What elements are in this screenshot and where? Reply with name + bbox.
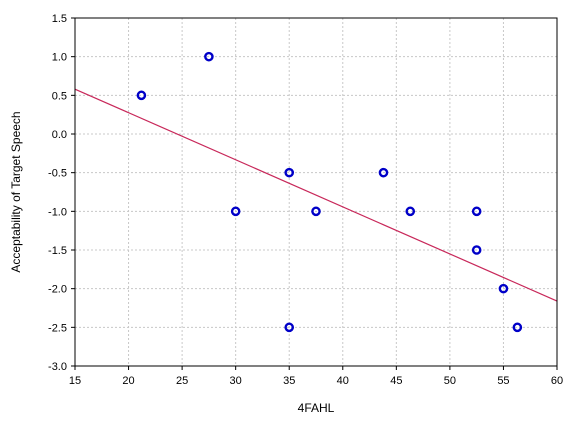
y-axis-title: Acceptability of Target Speech	[9, 111, 23, 272]
axes-layer: 15 20 25 30 35 40 45 50 55 60 1.5 1.0 0.5 0.0 -0.5 -1.0…	[48, 13, 563, 387]
data-point	[284, 167, 295, 178]
data-point	[311, 206, 321, 217]
x-tick-label: 60	[551, 375, 563, 387]
x-tick-label: 25	[176, 375, 188, 387]
data-point	[512, 322, 523, 333]
data-point	[136, 90, 147, 101]
points-layer	[136, 51, 523, 333]
data-point	[378, 167, 389, 178]
y-tick-label: -0.5	[48, 168, 67, 180]
x-tick-label: 50	[444, 375, 456, 387]
data-point	[471, 206, 482, 217]
y-tick-label: -1.0	[48, 206, 67, 218]
y-tick-label: -2.5	[48, 322, 67, 334]
trend-line	[74, 88, 558, 302]
x-tick-label: 20	[122, 375, 134, 387]
grid-layer	[75, 18, 557, 366]
data-point	[471, 245, 482, 255]
data-point	[204, 51, 214, 62]
trend-layer	[74, 88, 558, 302]
x-tick-label: 35	[283, 375, 295, 387]
y-tick-label: -2.0	[48, 284, 67, 296]
x-axis-title: 4FAHL	[298, 401, 335, 415]
x-tick-label: 30	[230, 375, 242, 387]
y-tick-label: -3.0	[48, 361, 67, 373]
data-point	[405, 206, 416, 217]
data-point	[284, 322, 295, 333]
y-tick-label: -1.5	[48, 245, 67, 257]
x-tick-label: 40	[337, 375, 349, 387]
x-tick-label: 55	[497, 375, 509, 387]
y-tick-label: 1.5	[52, 13, 67, 25]
x-tick-label: 45	[390, 375, 402, 387]
data-point	[498, 283, 509, 294]
plot-frame	[74, 17, 558, 367]
y-tick-label: 1.0	[52, 52, 67, 64]
y-tick-label: 0.5	[52, 90, 67, 102]
data-point	[230, 206, 241, 217]
x-tick-label: 15	[69, 375, 81, 387]
y-tick-label: 0.0	[52, 129, 67, 141]
